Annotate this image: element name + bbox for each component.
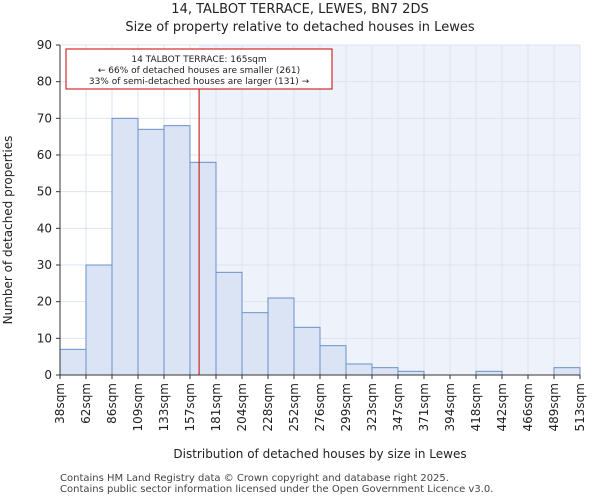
y-tick-label: 80	[37, 75, 52, 89]
y-tick-label: 40	[37, 221, 52, 235]
x-tick-label: 204sqm	[235, 383, 249, 431]
histogram-bar	[215, 271, 243, 376]
histogram-bar	[319, 345, 347, 376]
histogram-bar	[163, 125, 191, 376]
x-tick-label: 489sqm	[547, 383, 561, 431]
histogram-bar	[59, 348, 87, 376]
y-tick-label: 20	[37, 295, 52, 309]
x-tick-label: 228sqm	[261, 383, 275, 431]
histogram-bar	[267, 297, 295, 376]
histogram-bar	[345, 363, 373, 376]
y-tick-label: 90	[37, 38, 52, 52]
x-tick-label: 394sqm	[443, 383, 457, 431]
histogram-bar	[397, 370, 425, 376]
histogram-bar	[371, 367, 399, 376]
x-axis-label: Distribution of detached houses by size …	[173, 447, 466, 461]
histogram-bar	[111, 117, 139, 376]
x-tick-label: 466sqm	[521, 383, 535, 431]
histogram-bar	[553, 367, 581, 376]
y-tick-label: 60	[37, 148, 52, 162]
annotation-line: ← 66% of detached houses are smaller (26…	[98, 66, 300, 76]
x-tick-label: 513sqm	[573, 383, 587, 431]
chart-title: 14, TALBOT TERRACE, LEWES, BN7 2DS	[171, 2, 429, 17]
annotation-box: 14 TALBOT TERRACE: 165sqm ← 66% of detac…	[65, 48, 333, 90]
x-tick-label: 133sqm	[157, 383, 171, 431]
x-tick-label: 252sqm	[287, 383, 301, 431]
histogram-bar	[293, 326, 321, 376]
histogram-bar	[137, 128, 165, 376]
y-tick-label: 70	[37, 111, 52, 125]
attribution-line-1: Contains HM Land Registry data © Crown c…	[60, 473, 449, 484]
histogram-bar	[85, 264, 113, 376]
histogram-bar	[189, 161, 217, 376]
x-tick-label: 276sqm	[313, 383, 327, 431]
x-tick-label: 371sqm	[417, 383, 431, 431]
y-tick-label: 10	[37, 331, 52, 345]
x-tick-label: 109sqm	[131, 383, 145, 431]
x-tick-label: 38sqm	[53, 383, 67, 424]
annotation-line: 33% of semi-detached houses are larger (…	[89, 77, 310, 87]
histogram-bar	[241, 312, 269, 376]
x-tick-label: 299sqm	[339, 383, 353, 431]
y-axis-label: Number of detached properties	[1, 136, 15, 325]
y-tick-label: 30	[37, 258, 52, 272]
x-tick-label: 347sqm	[391, 383, 405, 431]
y-tick-label: 50	[37, 185, 52, 199]
y-tick-label: 0	[44, 368, 52, 382]
x-tick-label: 323sqm	[365, 383, 379, 431]
x-tick-label: 181sqm	[209, 383, 223, 431]
x-tick-label: 62sqm	[79, 383, 93, 424]
x-tick-label: 157sqm	[183, 383, 197, 431]
histogram-bar	[475, 370, 503, 376]
chart-subtitle: Size of property relative to detached ho…	[125, 20, 475, 35]
x-tick-label: 442sqm	[495, 383, 509, 431]
x-tick-label: 418sqm	[469, 383, 483, 431]
x-tick-label: 86sqm	[105, 383, 119, 424]
annotation-line: 14 TALBOT TERRACE: 165sqm	[131, 55, 266, 65]
attribution-line-2: Contains public sector information licen…	[60, 484, 494, 495]
